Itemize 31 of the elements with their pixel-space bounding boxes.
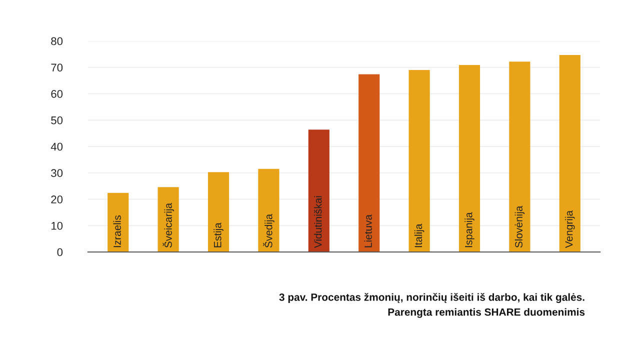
x-tick-label: Lietuva [364, 214, 372, 248]
y-tick-label: 30 [51, 169, 63, 178]
y-tick-label: 80 [51, 37, 63, 46]
x-tick-label: Vengrija [565, 210, 575, 248]
bar [258, 168, 280, 252]
bar [509, 62, 530, 252]
bar [158, 187, 179, 252]
x-tick-label: Izraelis [113, 215, 121, 248]
bar [358, 74, 380, 252]
bar [108, 192, 129, 252]
bar [408, 70, 430, 252]
y-tick-label: 60 [51, 90, 63, 98]
x-tick-label: Vidutiniškai [314, 196, 322, 248]
y-tick-label: 50 [51, 116, 63, 124]
text: 3 pav. Procentas žmonių, norinčių išeiti iš darbo, kai tik galės. [279, 293, 584, 303]
y-tick-label: 20 [51, 196, 63, 204]
y-tick-label: 10 [51, 222, 63, 230]
x-tick-label: Šveicarija [162, 202, 174, 248]
bar [458, 65, 480, 252]
x-tick-label: Slovėnija [514, 206, 525, 248]
y-tick-label: 40 [50, 142, 63, 151]
x-tick-label: Švedija [263, 214, 274, 248]
x-tick-label: Ispanija [464, 212, 474, 248]
x-tick-label: Estija [214, 222, 224, 248]
bar [559, 54, 580, 252]
x-tick-label: Italija [414, 224, 424, 248]
bar [208, 172, 230, 252]
bar [308, 130, 330, 252]
y-tick-label: 70 [51, 64, 63, 72]
text: Parengta remiantis SHARE duomenimis [388, 308, 585, 318]
y-tick-label: 0 [57, 248, 63, 256]
